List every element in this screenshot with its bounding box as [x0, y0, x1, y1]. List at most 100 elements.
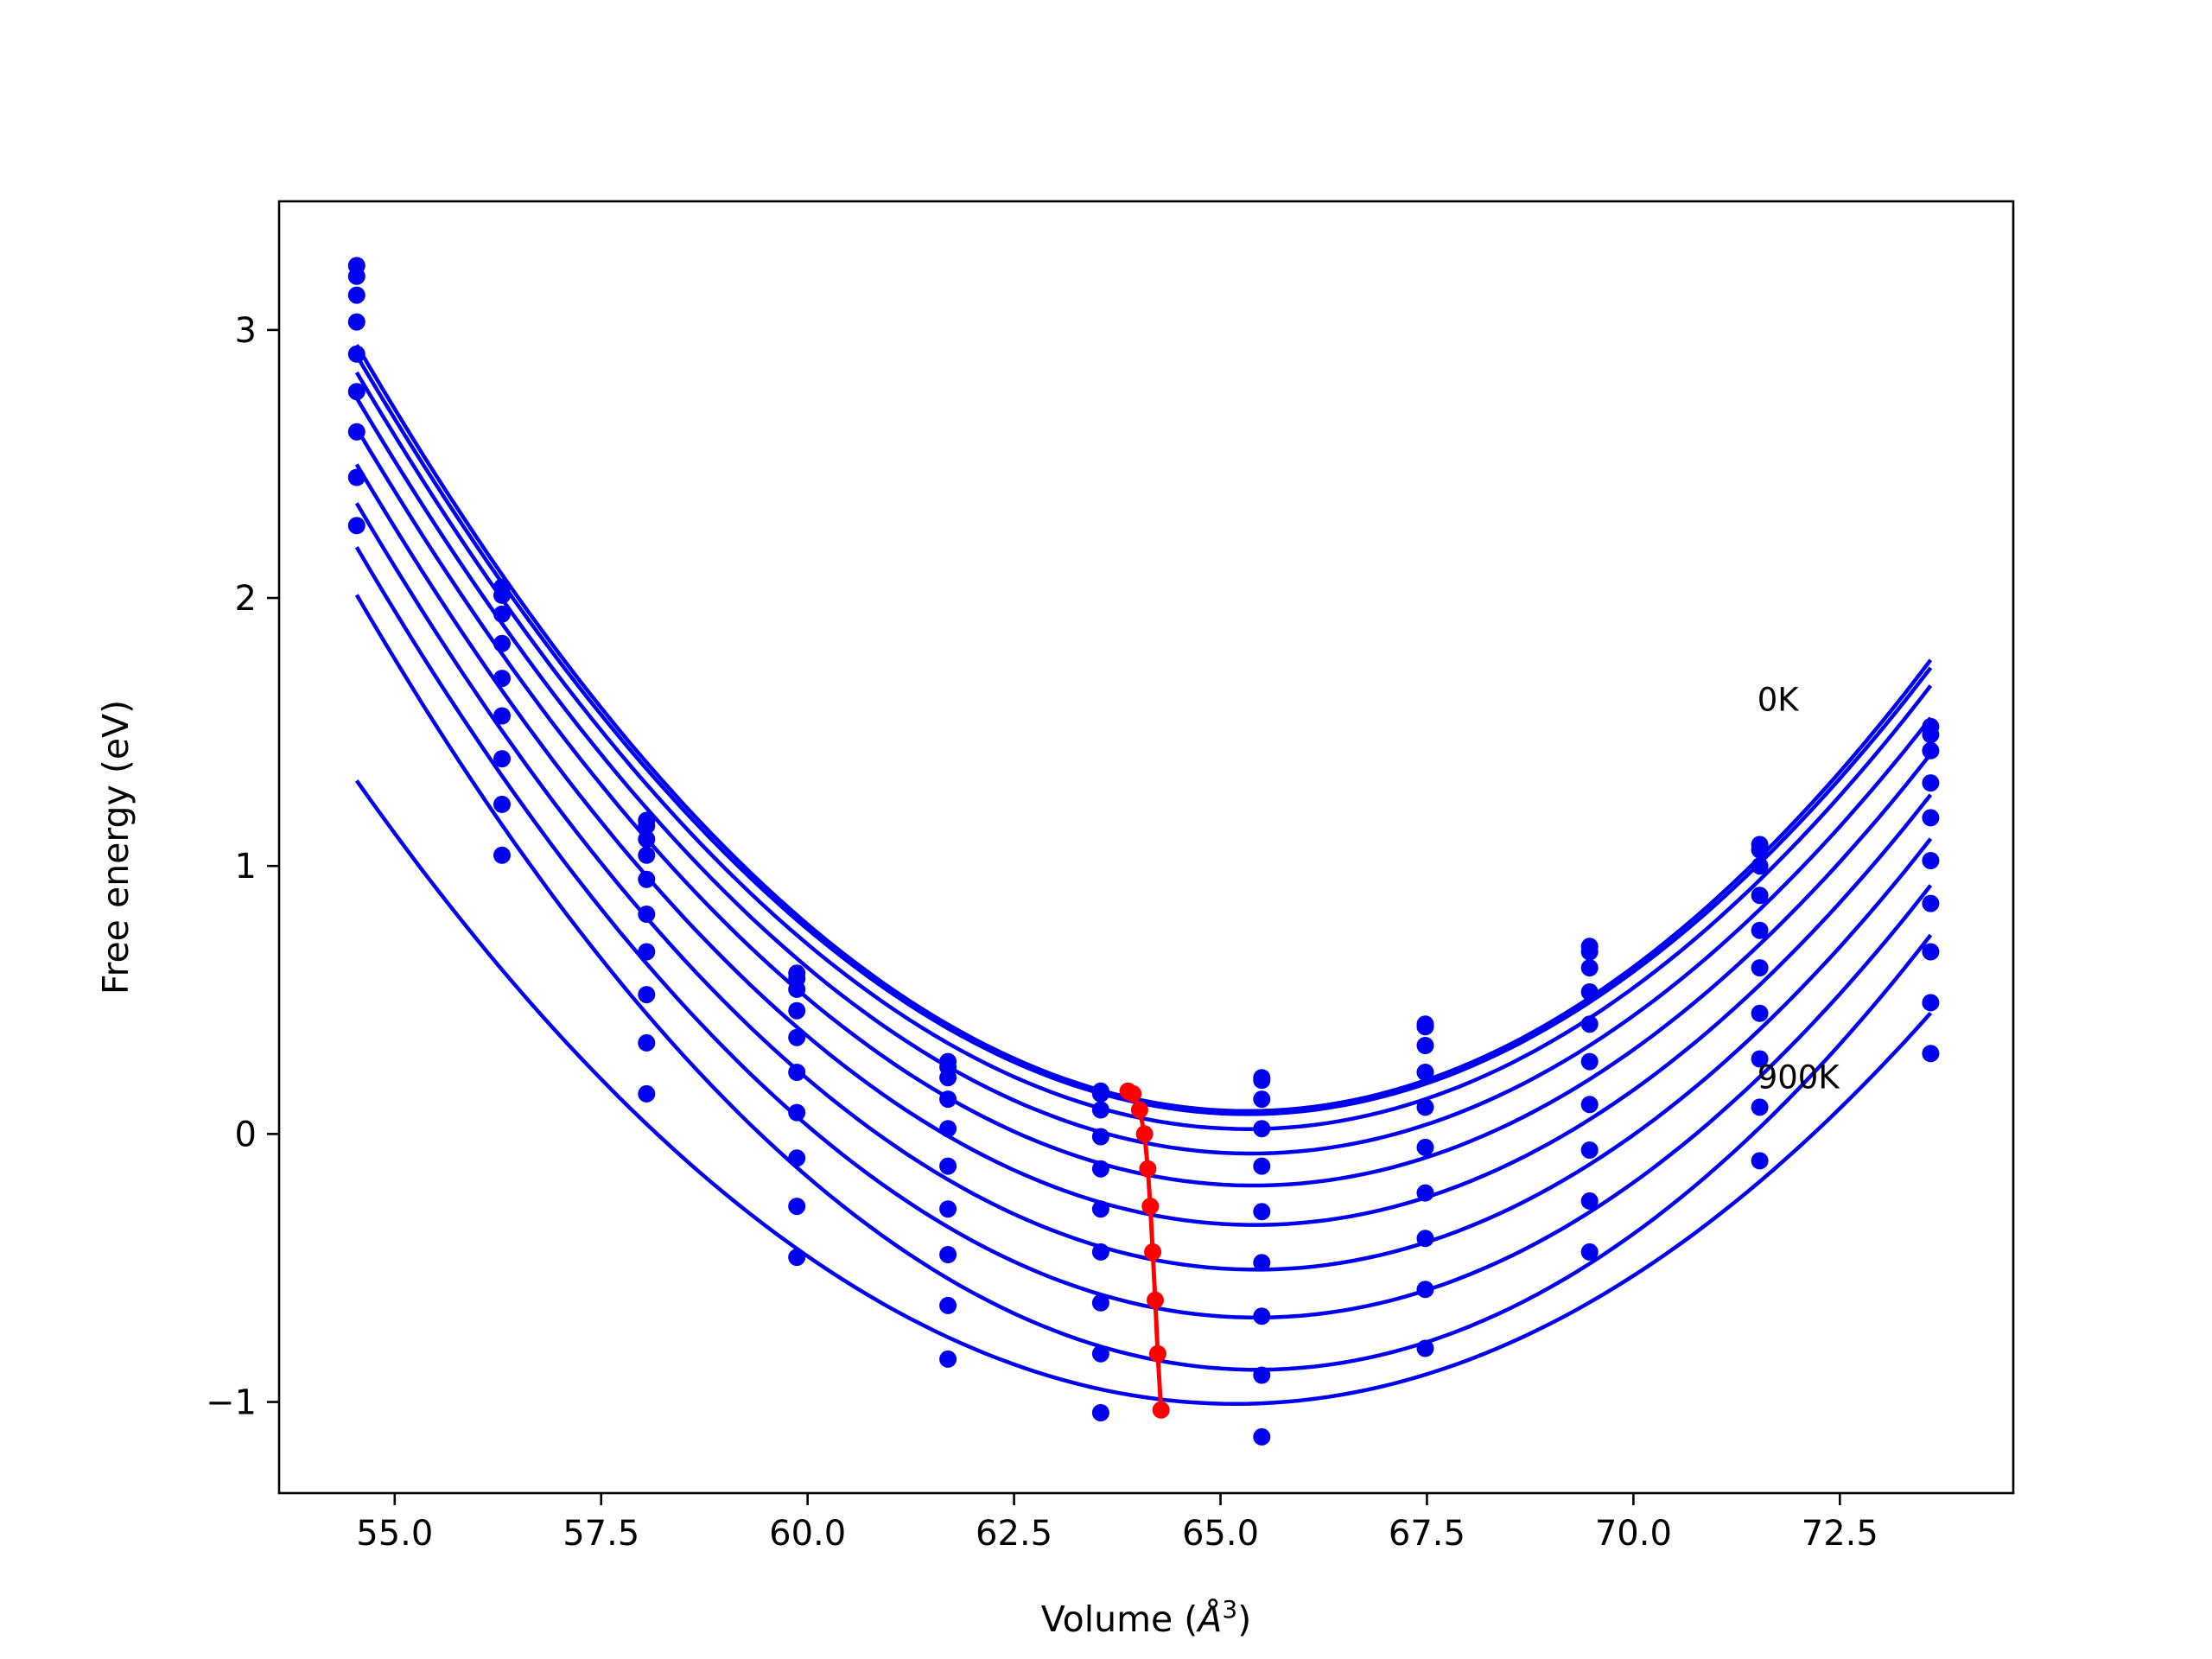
data-point [1922, 809, 1940, 827]
data-point [1416, 1064, 1434, 1081]
data-point [347, 383, 365, 401]
data-point [939, 1350, 957, 1368]
data-point [347, 517, 365, 535]
data-point [1253, 1157, 1271, 1175]
data-point [1580, 1052, 1599, 1071]
data-point [1580, 959, 1599, 977]
plot-frame [277, 200, 2015, 1495]
x-tick-label: 65.0 [1182, 1514, 1259, 1554]
data-point [1922, 852, 1940, 869]
x-tick-label: 70.0 [1595, 1514, 1672, 1554]
data-point [939, 1200, 957, 1218]
data-point [347, 267, 365, 285]
minimum-point [1152, 1401, 1170, 1419]
data-point [1091, 1128, 1109, 1146]
minimum-point [1144, 1243, 1162, 1261]
minimum-point [1130, 1101, 1148, 1119]
data-point [638, 846, 656, 864]
data-point [638, 870, 656, 888]
data-point [1416, 1037, 1434, 1054]
minimum-point [1124, 1084, 1142, 1103]
fit-line-8 [354, 594, 1933, 1372]
minimum-point [1135, 1125, 1154, 1143]
data-point [1580, 983, 1599, 1001]
data-point [1091, 1160, 1109, 1178]
minimum-point [1139, 1160, 1157, 1178]
temperature-annotation: 0K [1758, 681, 1801, 718]
fit-line-0 [354, 344, 1933, 1114]
temperature-annotation: 900K [1758, 1059, 1841, 1096]
data-point [1751, 841, 1769, 859]
data-point [1580, 1243, 1599, 1261]
data-point [1580, 1192, 1599, 1210]
data-point [1416, 1281, 1434, 1299]
fit-line-9 [354, 779, 1933, 1406]
data-point [1091, 1101, 1109, 1119]
fit-line-7 [354, 546, 1933, 1320]
data-point [638, 906, 656, 923]
data-point [1751, 1152, 1769, 1170]
annotations: 0K 900K [1758, 681, 1841, 1096]
data-point [1416, 1138, 1434, 1156]
data-point [493, 586, 511, 604]
data-point [1091, 1294, 1109, 1312]
data-point [638, 817, 656, 835]
data-point [788, 1149, 806, 1167]
x-tick-label: 57.5 [563, 1514, 639, 1554]
y-tick-label: 1 [235, 847, 257, 887]
minimum-point [1147, 1291, 1164, 1309]
x-axis-label-text: Volume ( [1041, 1599, 1198, 1640]
data-point [1922, 774, 1940, 792]
data-point [1580, 943, 1599, 961]
x-axis-label-superscript: 3 [1222, 1595, 1237, 1624]
data-point [493, 670, 511, 688]
x-tick-label: 67.5 [1389, 1514, 1465, 1554]
data-points [347, 257, 1940, 1446]
x-axis-ticks: 55.0 57.5 60.0 62.5 65.0 67.5 70.0 72.5 [356, 1493, 1878, 1554]
data-point [939, 1246, 957, 1263]
data-point [939, 1157, 957, 1175]
data-point [939, 1069, 957, 1087]
data-point [493, 707, 511, 725]
data-point [1922, 741, 1940, 760]
fit-line-5 [354, 463, 1933, 1227]
data-point [493, 634, 511, 652]
x-axis-label: Volume (Å3) [1041, 1595, 1251, 1640]
fit-curves [354, 344, 1933, 1406]
data-point [1253, 1427, 1271, 1446]
data-point [788, 1001, 806, 1020]
data-point [1751, 887, 1769, 905]
data-point [638, 986, 656, 1004]
data-point [1253, 1254, 1271, 1272]
data-point [493, 795, 511, 813]
data-point [1751, 1050, 1769, 1068]
data-point [1751, 857, 1769, 875]
data-point [638, 830, 656, 849]
fit-line-2 [354, 371, 1933, 1131]
data-point [638, 1033, 656, 1052]
data-point [1091, 1243, 1109, 1261]
data-point [347, 345, 365, 363]
data-point [1416, 1230, 1434, 1248]
data-point [1580, 1096, 1599, 1114]
data-point [1922, 994, 1940, 1012]
x-tick-label: 62.5 [976, 1514, 1052, 1554]
data-point [1922, 726, 1940, 744]
data-point [1416, 1339, 1434, 1357]
data-point [1922, 943, 1940, 961]
data-point [788, 1028, 806, 1046]
data-point [347, 313, 365, 331]
data-point [1922, 1045, 1940, 1063]
data-point [638, 943, 656, 961]
y-axis-label: Free energy (eV) [95, 700, 137, 995]
data-point [1253, 1203, 1271, 1221]
y-tick-label: 2 [235, 579, 257, 619]
y-tick-label: −1 [206, 1383, 257, 1423]
data-point [788, 1064, 806, 1081]
data-point [939, 1090, 957, 1109]
data-point [1091, 1084, 1109, 1103]
x-axis-label-close: ) [1237, 1599, 1251, 1640]
data-point [1091, 1404, 1109, 1421]
data-point [347, 468, 365, 486]
